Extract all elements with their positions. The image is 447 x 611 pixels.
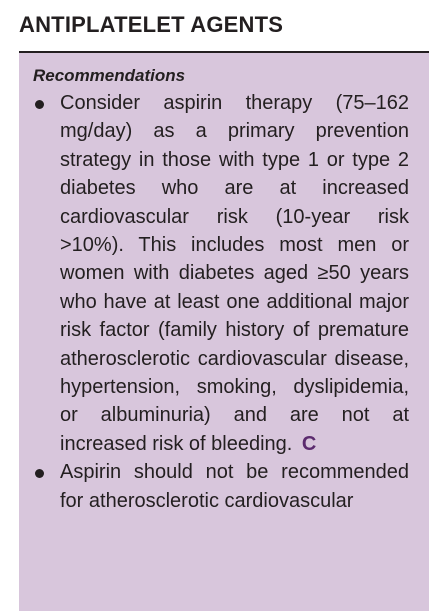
- recommendation-text: Aspirin should not be recommended for at…: [60, 461, 409, 512]
- recommendation-item: Consider aspirin therapy (75–162 mg/day)…: [33, 89, 409, 458]
- evidence-grade: C: [301, 432, 317, 455]
- recommendations-box: Recommendations Consider aspirin therapy…: [19, 51, 429, 611]
- recommendations-label: Recommendations: [33, 66, 186, 85]
- recommendation-item: Aspirin should not be recommended for at…: [33, 458, 409, 515]
- bullet-icon: [35, 469, 44, 479]
- section-title: ANTIPLATELET AGENTS: [19, 12, 284, 37]
- recommendations-list: Consider aspirin therapy (75–162 mg/day)…: [33, 89, 409, 515]
- recommendation-text: Consider aspirin therapy (75–162 mg/day)…: [60, 92, 409, 455]
- bullet-icon: [35, 100, 44, 109]
